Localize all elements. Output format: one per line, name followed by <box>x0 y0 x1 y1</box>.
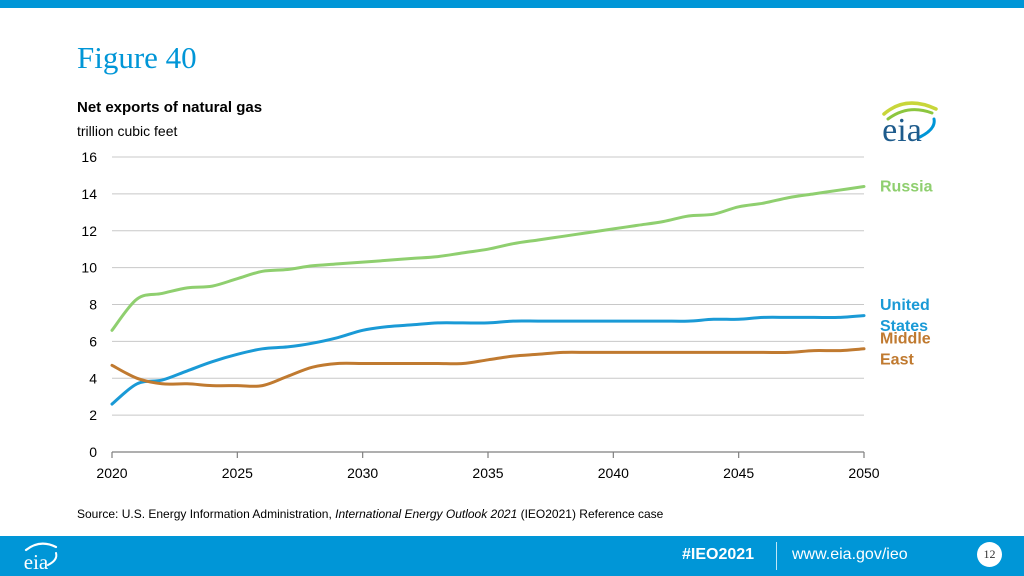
x-tick-label-2025: 2025 <box>222 465 253 481</box>
logo-swoosh-yellow <box>882 101 938 116</box>
source-publication: International Energy Outlook 2021 <box>335 507 518 521</box>
footer-logo-text: eia <box>24 550 49 573</box>
x-tick-label-2045: 2045 <box>723 465 754 481</box>
source-prefix: Source: U.S. Energy Information Administ… <box>77 507 336 521</box>
series-line-russia <box>110 185 866 332</box>
footer-eia-logo: eia <box>24 542 58 573</box>
logo-swoosh-blue <box>918 117 936 139</box>
chart-title: Net exports of natural gas <box>77 99 263 116</box>
y-tick-label-10: 10 <box>81 260 97 276</box>
chart-units: trillion cubic feet <box>77 123 178 139</box>
y-tick-label-12: 12 <box>81 223 97 239</box>
figure-title: Figure 40 <box>77 40 197 75</box>
page-number: 12 <box>977 542 1002 567</box>
series-label-line: United <box>880 297 930 314</box>
series-label-russia: Russia <box>880 179 933 196</box>
y-tick-label-14: 14 <box>81 186 97 202</box>
x-tick-label-2040: 2040 <box>598 465 629 481</box>
series-label-line: Middle <box>880 330 931 347</box>
top-accent-bar <box>0 0 1024 8</box>
series-label-united-states: United States <box>880 297 930 335</box>
series-line-united-states <box>110 314 866 406</box>
line-chart: 0 2 4 6 8 10 12 14 16 2020 2025 2030 2035 2040 2045 205… <box>81 149 933 481</box>
footer-divider <box>776 542 777 570</box>
series-label-line: East <box>880 351 914 368</box>
x-tick-label-2020: 2020 <box>96 465 127 481</box>
x-tick-label-2030: 2030 <box>347 465 378 481</box>
series-label-middle-east: Middle East <box>880 330 931 368</box>
footer-logo-swoosh <box>24 542 58 552</box>
footer-bar: eia #IEO2021 www.eia.gov/ieo 12 <box>0 536 1024 576</box>
y-tick-label-16: 16 <box>81 149 97 165</box>
x-tick-label-2035: 2035 <box>472 465 503 481</box>
logo-text: eia <box>882 112 922 149</box>
series-label-line: States <box>880 318 928 335</box>
footer-logo-swoosh-lower <box>47 552 58 566</box>
y-tick-label-2: 2 <box>89 407 97 423</box>
x-tick-label-2050: 2050 <box>848 465 879 481</box>
logo-swoosh-green <box>886 108 934 121</box>
footer-hashtag: #IEO2021 <box>682 546 755 563</box>
eia-logo: eia <box>882 101 938 149</box>
y-tick-label-6: 6 <box>89 333 97 349</box>
series-line-middle-east <box>110 347 866 388</box>
source-note: Source: U.S. Energy Information Administ… <box>77 507 663 521</box>
source-suffix: (IEO2021) Reference case <box>517 507 664 521</box>
footer-website-link[interactable]: www.eia.gov/ieo <box>792 546 908 563</box>
y-tick-label-4: 4 <box>89 370 97 386</box>
y-tick-label-0: 0 <box>89 444 97 460</box>
series-label-line: Russia <box>880 179 933 196</box>
y-tick-label-8: 8 <box>89 297 97 313</box>
